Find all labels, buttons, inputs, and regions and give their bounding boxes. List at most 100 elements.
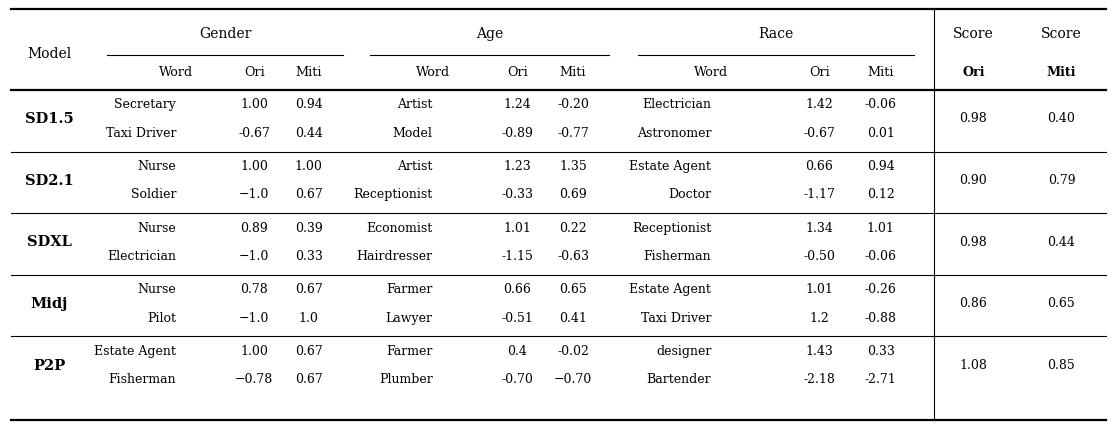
- Text: 0.67: 0.67: [295, 373, 322, 386]
- Text: Pilot: Pilot: [147, 312, 176, 324]
- Text: 1.00: 1.00: [241, 98, 269, 111]
- Text: Model: Model: [392, 127, 433, 140]
- Text: SDXL: SDXL: [27, 235, 71, 249]
- Text: Ori: Ori: [962, 66, 985, 79]
- Text: 0.66: 0.66: [504, 283, 532, 296]
- Text: 0.65: 0.65: [560, 283, 586, 296]
- Text: 0.67: 0.67: [295, 283, 322, 296]
- Text: 1.00: 1.00: [241, 345, 269, 358]
- Text: -0.02: -0.02: [558, 345, 589, 358]
- Text: 0.4: 0.4: [507, 345, 527, 358]
- Text: 1.08: 1.08: [959, 359, 988, 372]
- Text: 0.39: 0.39: [295, 222, 322, 235]
- Text: 0.67: 0.67: [295, 188, 322, 201]
- Text: -0.89: -0.89: [502, 127, 533, 140]
- Text: 0.69: 0.69: [560, 188, 586, 201]
- Text: 0.33: 0.33: [294, 250, 323, 263]
- Text: Miti: Miti: [867, 66, 894, 79]
- Text: Receptionist: Receptionist: [632, 222, 711, 235]
- Text: 0.90: 0.90: [960, 174, 987, 187]
- Text: -2.18: -2.18: [804, 373, 835, 386]
- Text: designer: designer: [656, 345, 711, 358]
- Text: −0.70: −0.70: [554, 373, 592, 386]
- Text: 1.01: 1.01: [805, 283, 833, 296]
- Text: Lawyer: Lawyer: [386, 312, 433, 324]
- Text: 0.98: 0.98: [960, 113, 987, 125]
- Text: −1.0: −1.0: [239, 188, 270, 201]
- Text: Fisherman: Fisherman: [643, 250, 711, 263]
- Text: Economist: Economist: [367, 222, 433, 235]
- Text: Miti: Miti: [295, 66, 322, 79]
- Text: −1.0: −1.0: [239, 312, 270, 324]
- Text: Midj: Midj: [30, 297, 68, 311]
- Text: 0.12: 0.12: [867, 188, 894, 201]
- Text: -0.88: -0.88: [865, 312, 896, 324]
- Text: 0.78: 0.78: [241, 283, 268, 296]
- Text: -0.33: -0.33: [502, 188, 533, 201]
- Text: Taxi Driver: Taxi Driver: [106, 127, 176, 140]
- Text: 0.33: 0.33: [867, 345, 894, 358]
- Text: 1.00: 1.00: [241, 160, 269, 173]
- Text: 0.65: 0.65: [1048, 297, 1075, 310]
- Text: -2.71: -2.71: [865, 373, 896, 386]
- Text: -0.67: -0.67: [239, 127, 270, 140]
- Text: 1.01: 1.01: [867, 222, 894, 235]
- Text: -0.26: -0.26: [865, 283, 896, 296]
- Text: 0.44: 0.44: [294, 127, 323, 140]
- Text: Electrician: Electrician: [642, 98, 711, 111]
- Text: 0.86: 0.86: [959, 297, 988, 310]
- Text: Fisherman: Fisherman: [108, 373, 176, 386]
- Text: −0.78: −0.78: [235, 373, 273, 386]
- Text: Hairdresser: Hairdresser: [357, 250, 433, 263]
- Text: 0.94: 0.94: [295, 98, 322, 111]
- Text: Artist: Artist: [397, 160, 433, 173]
- Text: -0.70: -0.70: [502, 373, 533, 386]
- Text: 1.01: 1.01: [504, 222, 532, 235]
- Text: Farmer: Farmer: [386, 283, 433, 296]
- Text: Ori: Ori: [244, 66, 264, 79]
- Text: 0.66: 0.66: [805, 160, 833, 173]
- Text: Nurse: Nurse: [137, 160, 176, 173]
- Text: 1.42: 1.42: [806, 98, 833, 111]
- Text: Doctor: Doctor: [668, 188, 711, 201]
- Text: Word: Word: [695, 66, 728, 79]
- Text: Gender: Gender: [200, 27, 251, 41]
- Text: Score: Score: [953, 27, 993, 41]
- Text: -0.63: -0.63: [558, 250, 589, 263]
- Text: Receptionist: Receptionist: [353, 188, 433, 201]
- Text: Nurse: Nurse: [137, 283, 176, 296]
- Text: SD1.5: SD1.5: [25, 112, 74, 126]
- Text: 0.41: 0.41: [560, 312, 586, 324]
- Text: P2P: P2P: [33, 359, 65, 372]
- Text: 0.22: 0.22: [560, 222, 586, 235]
- Text: 0.85: 0.85: [1048, 359, 1075, 372]
- Text: -0.20: -0.20: [558, 98, 589, 111]
- Text: Astronomer: Astronomer: [637, 127, 711, 140]
- Text: 0.98: 0.98: [960, 236, 987, 249]
- Text: Bartender: Bartender: [647, 373, 711, 386]
- Text: -0.06: -0.06: [865, 98, 896, 111]
- Text: 0.01: 0.01: [867, 127, 894, 140]
- Text: -1.17: -1.17: [804, 188, 835, 201]
- Text: 1.34: 1.34: [805, 222, 833, 235]
- Text: 1.2: 1.2: [809, 312, 830, 324]
- Text: -0.50: -0.50: [804, 250, 835, 263]
- Text: Soldier: Soldier: [130, 188, 176, 201]
- Text: -0.51: -0.51: [502, 312, 533, 324]
- Text: Estate Agent: Estate Agent: [630, 283, 711, 296]
- Text: 1.00: 1.00: [294, 160, 323, 173]
- Text: Farmer: Farmer: [386, 345, 433, 358]
- Text: Estate Agent: Estate Agent: [95, 345, 176, 358]
- Text: Ori: Ori: [507, 66, 527, 79]
- Text: Taxi Driver: Taxi Driver: [641, 312, 711, 324]
- Text: 1.24: 1.24: [504, 98, 531, 111]
- Text: Word: Word: [159, 66, 193, 79]
- Text: Electrician: Electrician: [107, 250, 176, 263]
- Text: 1.43: 1.43: [805, 345, 833, 358]
- Text: -0.67: -0.67: [804, 127, 835, 140]
- Text: 0.94: 0.94: [867, 160, 894, 173]
- Text: 0.89: 0.89: [241, 222, 268, 235]
- Text: Artist: Artist: [397, 98, 433, 111]
- Text: 0.79: 0.79: [1048, 174, 1075, 187]
- Text: 1.0: 1.0: [299, 312, 319, 324]
